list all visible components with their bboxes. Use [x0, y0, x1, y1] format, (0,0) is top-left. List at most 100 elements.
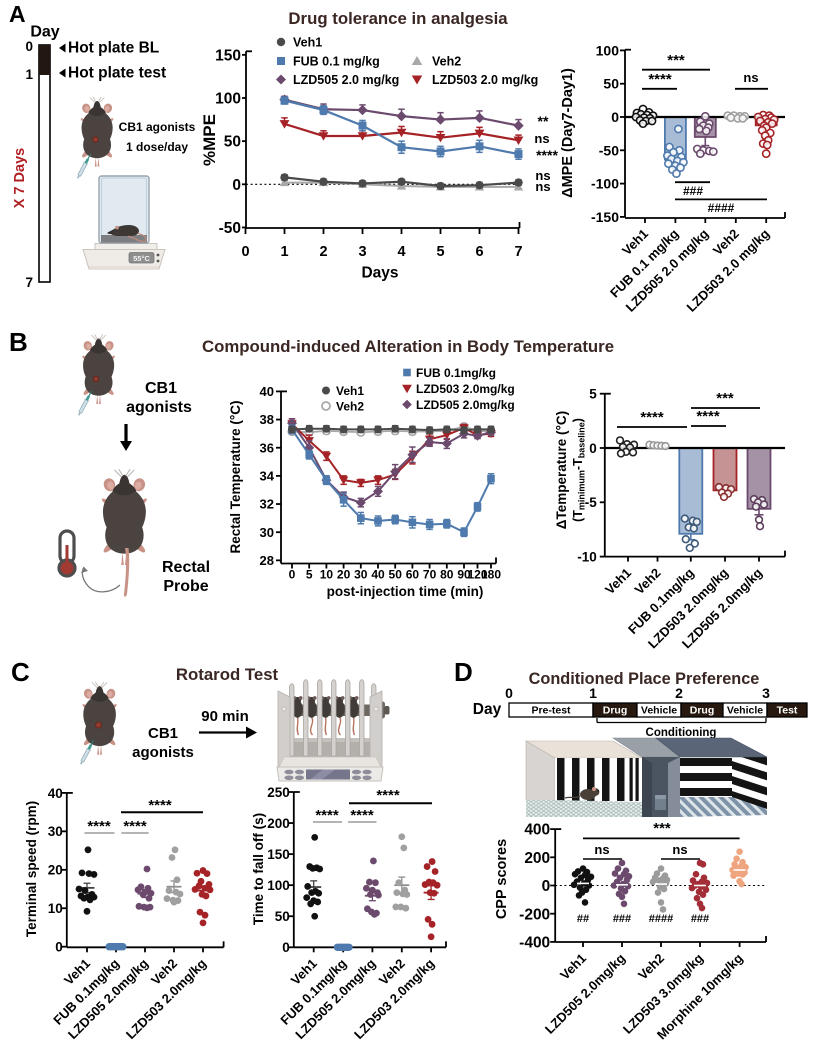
svg-text:####: #### — [649, 913, 673, 925]
svg-text:70: 70 — [423, 568, 437, 582]
svg-text:-10: -10 — [577, 549, 597, 564]
svg-text:180: 180 — [481, 568, 501, 582]
svg-text:10: 10 — [320, 568, 334, 582]
svg-text:50: 50 — [224, 134, 241, 151]
svg-text:agonists: agonists — [132, 744, 194, 761]
svg-text:0: 0 — [289, 568, 296, 582]
svg-text:CB1: CB1 — [148, 725, 178, 742]
svg-text:***: *** — [716, 390, 734, 407]
svg-text:5: 5 — [436, 244, 444, 260]
svg-text:D: D — [454, 657, 473, 687]
svg-text:###: ### — [683, 184, 703, 198]
svg-text:30: 30 — [354, 568, 368, 582]
svg-text:1: 1 — [589, 685, 597, 701]
svg-text:ns: ns — [535, 168, 550, 183]
svg-text:10: 10 — [48, 901, 63, 916]
svg-text:ns: ns — [672, 842, 687, 857]
svg-text:FUB 0.1mg/kg: FUB 0.1mg/kg — [416, 366, 496, 380]
svg-text:-50: -50 — [219, 220, 241, 237]
svg-text:0: 0 — [25, 39, 33, 54]
svg-text:0: 0 — [282, 940, 290, 955]
svg-text:Time to fall off (s): Time to fall off (s) — [251, 813, 266, 925]
svg-text:38: 38 — [260, 412, 274, 427]
svg-text:-150: -150 — [591, 209, 619, 225]
svg-text:B: B — [9, 327, 28, 357]
svg-text:400: 400 — [524, 822, 550, 839]
svg-text:ΔTemperature (°C): ΔTemperature (°C) — [554, 411, 569, 529]
svg-text:(Tminimum-Tbaseline): (Tminimum-Tbaseline) — [571, 418, 587, 522]
svg-text:30: 30 — [260, 525, 274, 540]
svg-text:Rectal: Rectal — [162, 559, 210, 576]
svg-text:-400: -400 — [519, 934, 550, 951]
svg-text:0: 0 — [241, 244, 249, 260]
svg-text:Rotarod Test: Rotarod Test — [176, 665, 279, 684]
svg-text:150: 150 — [267, 847, 290, 862]
svg-text:Terminal speed (rpm): Terminal speed (rpm) — [24, 801, 39, 937]
svg-text:****: **** — [648, 71, 672, 88]
svg-text:Vehicle: Vehicle — [727, 705, 763, 717]
svg-text:Compound-induced Alteration in: Compound-induced Alteration in Body Temp… — [202, 337, 614, 356]
svg-text:1: 1 — [280, 244, 288, 260]
svg-text:28: 28 — [260, 553, 274, 568]
svg-text:6: 6 — [475, 244, 483, 260]
svg-text:****: **** — [315, 807, 339, 824]
svg-text:7: 7 — [514, 244, 522, 260]
svg-text:C: C — [11, 657, 30, 687]
svg-text:Days: Days — [361, 265, 398, 282]
svg-text:CPP scores: CPP scores — [494, 839, 510, 919]
svg-text:34: 34 — [260, 469, 275, 484]
svg-text:36: 36 — [260, 440, 274, 455]
svg-text:****: **** — [640, 409, 664, 426]
svg-text:Veh2: Veh2 — [432, 55, 461, 69]
svg-text:100: 100 — [215, 91, 241, 108]
svg-text:20: 20 — [48, 863, 63, 878]
svg-text:Test: Test — [777, 705, 798, 717]
svg-text:****: **** — [696, 408, 720, 425]
svg-text:-100: -100 — [591, 176, 619, 192]
svg-text:80: 80 — [440, 568, 454, 582]
svg-text:3: 3 — [762, 685, 770, 701]
svg-text:1 dose/day: 1 dose/day — [126, 140, 188, 154]
svg-text:CB1: CB1 — [145, 380, 177, 397]
svg-text:post-injection time (min): post-injection time (min) — [327, 584, 484, 599]
svg-text:Veh1: Veh1 — [293, 36, 322, 50]
svg-text:Conditioned Place Preference: Conditioned Place Preference — [529, 670, 760, 688]
svg-text:40: 40 — [371, 568, 385, 582]
svg-text:###: ### — [691, 913, 709, 925]
svg-text:100: 100 — [596, 42, 620, 58]
svg-text:****: **** — [376, 787, 400, 804]
svg-text:LZD505 2.0 mg/kg: LZD505 2.0 mg/kg — [293, 73, 399, 87]
svg-text:ns: ns — [535, 179, 550, 194]
svg-text:50: 50 — [603, 76, 619, 92]
svg-text:Conditioning: Conditioning — [646, 727, 717, 739]
svg-text:***: *** — [653, 820, 671, 837]
svg-text:30: 30 — [48, 824, 63, 839]
svg-text:5: 5 — [589, 387, 597, 402]
svg-text:ΔMPE (Day7-Day1): ΔMPE (Day7-Day1) — [560, 68, 576, 198]
svg-text:Veh1: Veh1 — [557, 951, 589, 983]
svg-text:ns: ns — [743, 70, 758, 85]
svg-text:4: 4 — [397, 244, 405, 260]
svg-text:****: **** — [536, 147, 558, 163]
svg-text:40: 40 — [260, 384, 274, 399]
svg-text:Probe: Probe — [163, 578, 208, 595]
svg-text:Day: Day — [473, 701, 502, 718]
svg-text:Day: Day — [30, 24, 59, 41]
svg-text:0: 0 — [542, 878, 551, 895]
svg-text:3: 3 — [358, 244, 366, 260]
svg-text:LZD503 2.0 mg/kg: LZD503 2.0 mg/kg — [432, 73, 538, 87]
svg-text:90 min: 90 min — [201, 708, 249, 725]
svg-text:60: 60 — [406, 568, 420, 582]
svg-text:%MPE: %MPE — [200, 114, 219, 166]
svg-text:****: **** — [87, 818, 111, 835]
svg-text:CB1 agonists: CB1 agonists — [119, 120, 196, 134]
svg-text:Veh1: Veh1 — [602, 565, 634, 597]
svg-text:Drug tolerance in analgesia: Drug tolerance in analgesia — [288, 9, 508, 28]
svg-text:****: **** — [148, 797, 172, 814]
svg-text:50: 50 — [389, 568, 403, 582]
svg-text:####: #### — [708, 201, 735, 215]
svg-text:****: **** — [350, 807, 374, 824]
svg-text:Rectal Temperature (°C): Rectal Temperature (°C) — [228, 401, 243, 554]
svg-text:ns: ns — [534, 131, 549, 146]
svg-text:50: 50 — [275, 909, 290, 924]
